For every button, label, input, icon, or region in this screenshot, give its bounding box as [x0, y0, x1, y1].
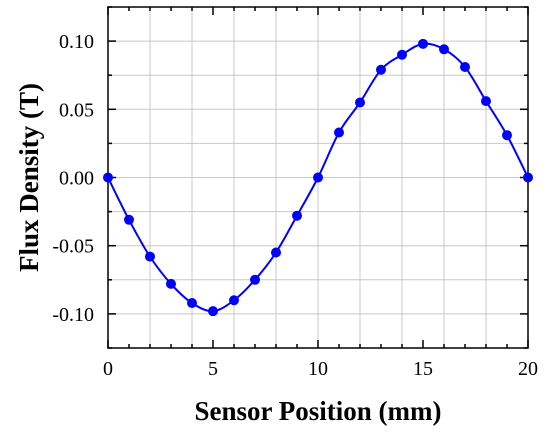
data-point	[439, 44, 449, 55]
x-tick-labels: 0 5 10 15 20	[103, 358, 538, 380]
data-point	[103, 172, 113, 183]
data-point	[460, 62, 470, 73]
x-axis-title: Sensor Position (mm)	[195, 396, 442, 426]
data-point	[229, 295, 239, 306]
y-tick-labels: 0.10 0.05 0.00 -0.05 -0.10	[52, 31, 94, 326]
data-point	[271, 247, 281, 258]
axis-ticks	[107, 6, 529, 349]
data-point	[187, 297, 197, 308]
data-point	[397, 49, 407, 60]
data-point	[355, 97, 365, 108]
y-tick-label: 0.00	[59, 168, 94, 190]
data-point	[250, 274, 260, 285]
data-point	[523, 172, 533, 183]
data-point	[292, 210, 302, 221]
data-point	[334, 127, 344, 138]
series	[103, 38, 533, 317]
y-tick-label: -0.10	[52, 304, 94, 326]
data-point	[166, 278, 176, 289]
data-point	[502, 130, 512, 141]
x-tick-label: 10	[308, 358, 328, 380]
x-tick-label: 20	[518, 358, 538, 380]
data-point	[124, 214, 134, 225]
data-point	[376, 64, 386, 75]
data-point	[145, 251, 155, 262]
y-tick-label: 0.10	[59, 31, 94, 53]
data-point	[208, 306, 218, 317]
data-point	[481, 96, 491, 107]
data-point	[418, 38, 428, 49]
y-tick-label: -0.05	[52, 236, 94, 258]
x-tick-label: 0	[103, 358, 113, 380]
y-tick-label: 0.05	[59, 99, 94, 121]
y-axis-title: Flux Density (T)	[14, 83, 44, 272]
data-point	[313, 172, 323, 183]
x-tick-label: 15	[413, 358, 433, 380]
x-tick-label: 5	[208, 358, 218, 380]
